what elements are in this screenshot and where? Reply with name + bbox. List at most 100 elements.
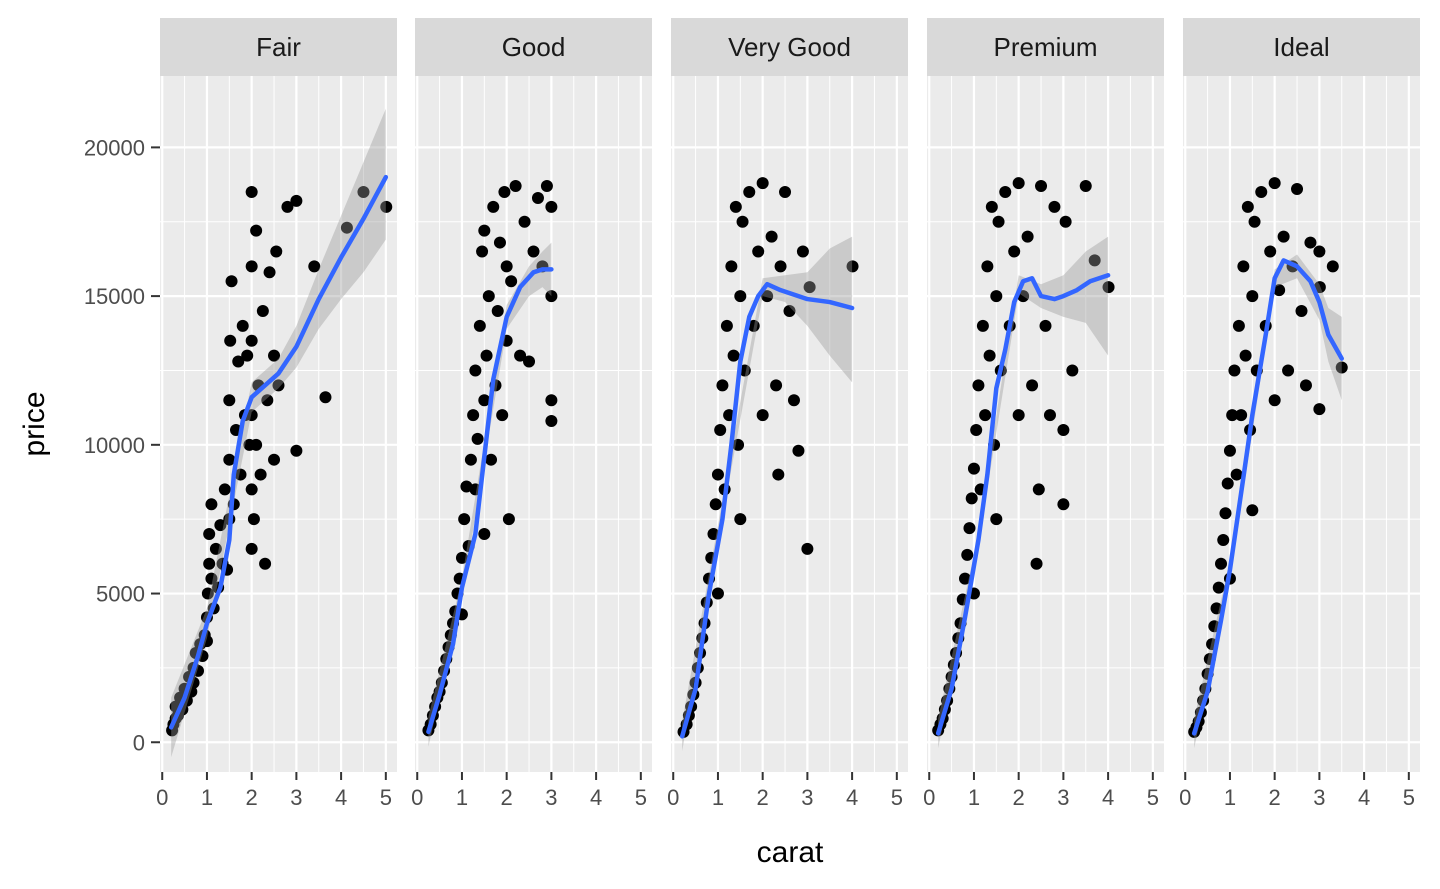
scatter-point xyxy=(471,432,484,445)
x-tick-label: 2 xyxy=(1269,785,1281,810)
facet-panel-very-good: Very Good 0 1 2 3 4 5 xyxy=(667,18,908,810)
scatter-point xyxy=(340,221,353,234)
scatter-point xyxy=(1264,245,1277,258)
scatter-point xyxy=(1221,477,1234,490)
panel-background xyxy=(927,76,1164,772)
scatter-point xyxy=(478,224,491,237)
scatter-point xyxy=(1228,364,1241,377)
x-tick-label: 0 xyxy=(1179,785,1191,810)
scatter-point xyxy=(1255,186,1268,198)
x-tick-label: 1 xyxy=(1224,785,1236,810)
x-tick-label: 0 xyxy=(156,785,168,810)
scatter-point xyxy=(241,349,254,362)
scatter-point xyxy=(1021,230,1034,243)
scatter-point xyxy=(290,444,303,457)
scatter-point xyxy=(201,587,214,600)
facet-strip xyxy=(415,18,652,76)
scatter-point xyxy=(779,186,792,198)
x-tick-label: 2 xyxy=(1013,785,1025,810)
scatter-point xyxy=(308,260,321,273)
scatter-point xyxy=(1246,504,1259,517)
scatter-point xyxy=(990,290,1003,303)
scatter-point xyxy=(1291,183,1304,196)
scatter-point xyxy=(999,186,1012,198)
y-axis: 0 5000 10000 15000 20000 xyxy=(84,135,160,755)
scatter-point xyxy=(498,186,511,198)
scatter-point xyxy=(765,230,778,243)
scatter-point xyxy=(545,200,558,213)
scatter-point xyxy=(1295,304,1308,317)
scatter-point xyxy=(500,260,513,273)
scatter-point xyxy=(736,215,749,228)
facet-strip-label: Ideal xyxy=(1273,32,1329,62)
y-tick-label: 10000 xyxy=(84,433,145,458)
facet-panel-good: Good 0 1 2 3 4 5 xyxy=(411,18,652,810)
scatter-point xyxy=(732,438,745,451)
scatter-point xyxy=(720,319,733,332)
scatter-point xyxy=(1248,215,1261,228)
scatter-point xyxy=(502,513,515,526)
scatter-point xyxy=(505,275,518,288)
scatter-point xyxy=(380,200,393,213)
scatter-point xyxy=(319,391,332,404)
facet-strip-label: Premium xyxy=(993,32,1097,62)
facet-panel-ideal: Ideal 0 1 2 3 4 5 xyxy=(1179,18,1420,810)
scatter-point xyxy=(734,513,747,526)
scatter-point xyxy=(1057,498,1070,511)
x-tick-label: 4 xyxy=(846,785,858,810)
x-tick-label: 4 xyxy=(590,785,602,810)
facet-strip-label: Good xyxy=(502,32,566,62)
smooth-line xyxy=(1191,258,1344,736)
x-tick-label: 1 xyxy=(968,785,980,810)
facet-strip xyxy=(671,18,908,76)
facet-strip xyxy=(1183,18,1420,76)
scatter-point xyxy=(1226,409,1239,422)
x-tick-label: 2 xyxy=(501,785,513,810)
scatter-point xyxy=(1268,177,1281,190)
scatter-point xyxy=(478,394,491,407)
x-tick-label: 3 xyxy=(1313,785,1325,810)
scatter-point xyxy=(1088,254,1101,267)
scatter-point xyxy=(1102,281,1115,294)
scatter-point xyxy=(514,349,527,362)
x-tick-label: 4 xyxy=(335,785,347,810)
scatter-point xyxy=(268,349,281,362)
scatter-point xyxy=(707,528,720,541)
scatter-point xyxy=(245,409,258,422)
panel-content xyxy=(1188,177,1348,749)
scatter-point xyxy=(545,415,558,428)
scatter-point xyxy=(1035,180,1048,193)
facet-strip-label: Fair xyxy=(256,32,301,62)
scatter-point xyxy=(223,453,236,466)
scatter-point xyxy=(1043,409,1056,422)
scatter-point xyxy=(783,304,796,317)
scatter-point xyxy=(270,245,283,258)
scatter-point xyxy=(245,483,258,496)
scatter-point xyxy=(774,260,787,273)
panel-content xyxy=(422,180,558,747)
scatter-point xyxy=(761,290,774,303)
scatter-point xyxy=(1057,423,1070,436)
x-tick-label: 5 xyxy=(1403,785,1415,810)
scatter-point xyxy=(1235,409,1248,422)
y-axis-title: price xyxy=(18,391,51,456)
scatter-point xyxy=(963,522,976,535)
scatter-point xyxy=(523,355,536,368)
scatter-point xyxy=(1026,379,1039,392)
scatter-point xyxy=(205,572,218,585)
scatter-point xyxy=(1048,200,1061,213)
scatter-point xyxy=(531,191,544,204)
scatter-point xyxy=(458,513,471,526)
scatter-point xyxy=(1012,409,1025,422)
scatter-point xyxy=(727,349,740,362)
scatter-point xyxy=(967,462,980,475)
scatter-point xyxy=(1268,394,1281,407)
scatter-point xyxy=(1215,557,1228,570)
scatter-point xyxy=(1239,349,1252,362)
confidence-band xyxy=(682,236,853,752)
scatter-point xyxy=(1237,260,1250,273)
x-tick-label: 5 xyxy=(380,785,392,810)
scatter-point xyxy=(1079,180,1092,193)
